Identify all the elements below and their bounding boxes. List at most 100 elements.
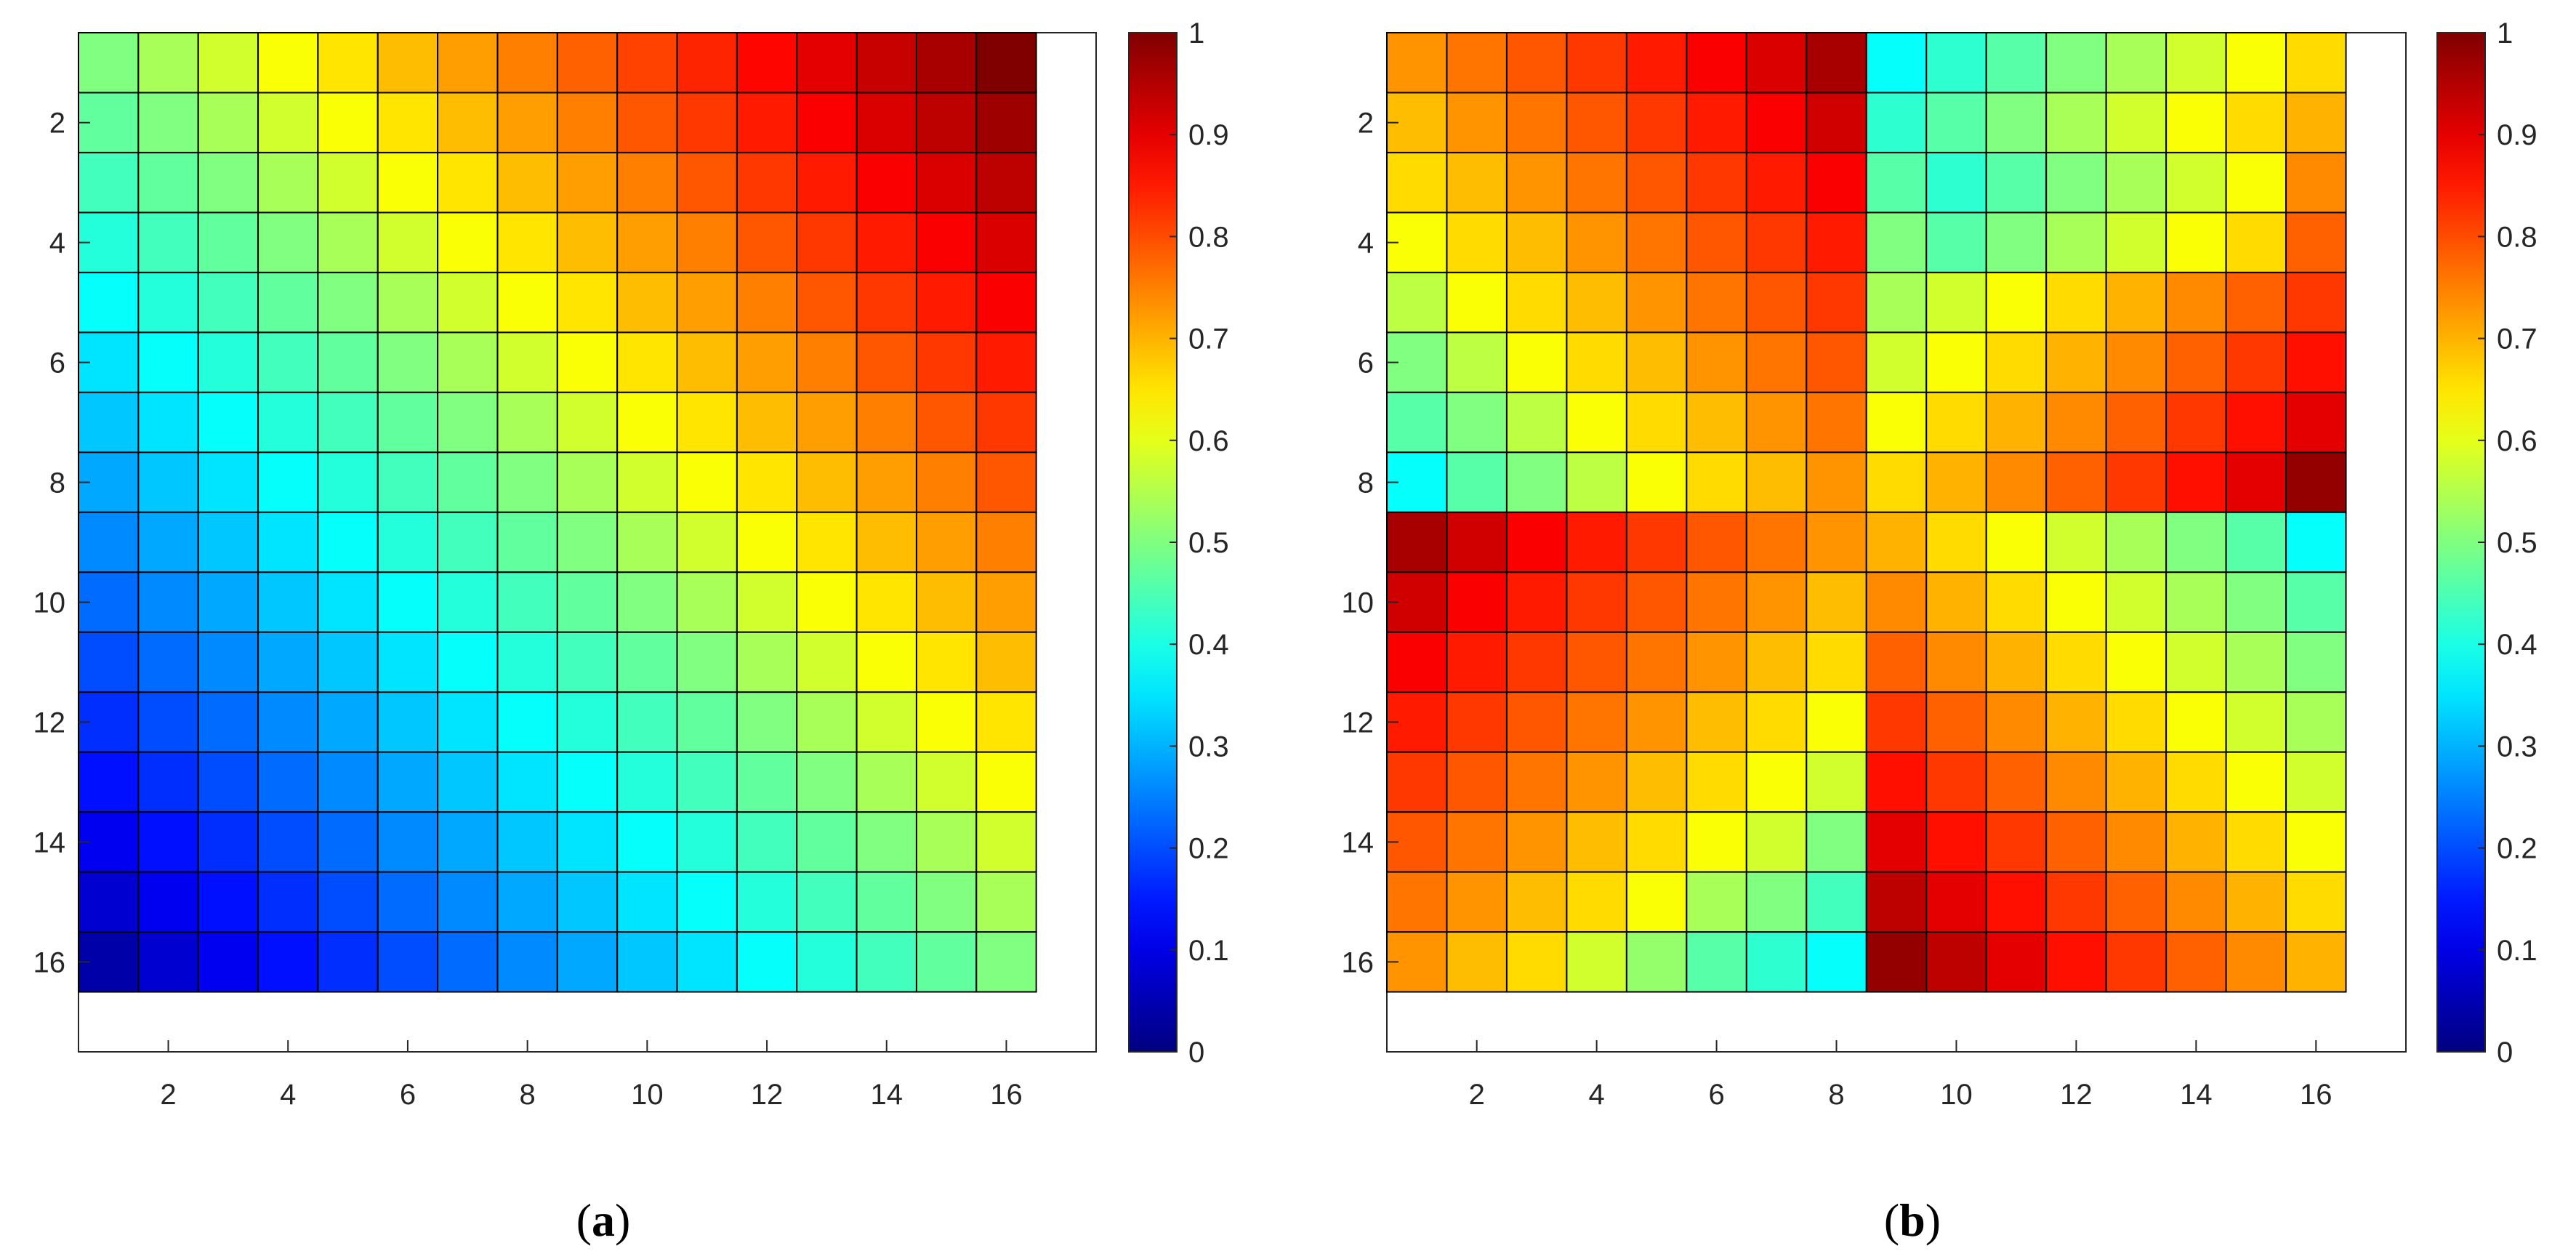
heatmap-cell [556, 151, 619, 214]
heatmap-cell [736, 511, 798, 574]
heatmap-cell [1625, 391, 1688, 454]
y-tick-label: 8 [1358, 467, 1374, 499]
colorbar-tick-label: 0.4 [2497, 629, 2537, 661]
heatmap-cell [1865, 511, 1928, 574]
heatmap-cell [1865, 151, 1928, 214]
y-tick-label: 14 [1342, 826, 1374, 858]
heatmap-cell [1985, 811, 2048, 873]
heatmap-cell [1985, 451, 2048, 513]
heatmap-cell [257, 751, 319, 813]
heatmap-cell [257, 631, 319, 693]
heatmap-cell [1686, 631, 1747, 693]
heatmap-cell [796, 151, 858, 214]
heatmap-cell [2105, 212, 2168, 273]
colorbar-tick-label: 1 [1188, 17, 1204, 49]
heatmap-cell [796, 212, 858, 273]
heatmap-cell [1925, 92, 1987, 153]
heatmap-cell [437, 571, 499, 633]
heatmap-cell [616, 92, 678, 153]
heatmap-cell [856, 811, 917, 873]
heatmap-cell [137, 451, 199, 513]
heatmap-cell [556, 331, 619, 393]
heatmap-cell [2285, 631, 2347, 693]
heatmap-cell [736, 631, 798, 693]
heatmap-cell [2165, 811, 2227, 873]
heatmap-cell [496, 871, 558, 933]
heatmap-cell [1625, 32, 1688, 94]
heatmap-cell [496, 811, 558, 873]
heatmap-cell [1985, 931, 2048, 993]
x-tick-label: 16 [2300, 1079, 2333, 1111]
y-tick-label: 16 [1342, 946, 1374, 978]
heatmap-cell [1686, 151, 1747, 214]
heatmap-cell [137, 331, 199, 393]
heatmap-cell [1686, 571, 1747, 633]
colorbar-tick-label: 0.9 [1188, 119, 1229, 151]
heatmap-cell [2225, 571, 2287, 633]
heatmap-cell [317, 571, 379, 633]
heatmap-cell [1745, 511, 1808, 574]
heatmap-cell [317, 931, 379, 993]
heatmap-cell [437, 871, 499, 933]
heatmap-cell [1865, 212, 1928, 273]
heatmap-cell [1745, 92, 1808, 153]
heatmap-cell [1745, 751, 1808, 813]
heatmap-cell [1505, 691, 1568, 753]
heatmap-cell [2165, 331, 2227, 393]
heatmap-cell [2225, 931, 2287, 993]
heatmap-cell [2045, 751, 2107, 813]
heatmap-cell [616, 151, 678, 214]
colorbar-tick-label: 0.8 [2497, 221, 2537, 253]
heatmap-cell [1686, 271, 1747, 334]
heatmap-cell [1686, 212, 1747, 273]
heatmap-cell [2285, 751, 2347, 813]
heatmap-cell [1566, 631, 1627, 693]
heatmap-cell [1446, 212, 1508, 273]
heatmap-cell [317, 331, 379, 393]
heatmap-cell [437, 391, 499, 454]
y-tick-label: 2 [49, 108, 65, 140]
heatmap-cell [1625, 571, 1688, 633]
heatmap-cell [2105, 391, 2168, 454]
heatmap-cell [736, 331, 798, 393]
heatmap-cell [556, 92, 619, 153]
y-tick-label: 10 [1342, 587, 1374, 619]
heatmap-cell [556, 571, 619, 633]
heatmap-cell [1806, 151, 1867, 214]
heatmap-cell [676, 751, 738, 813]
heatmap-cell [1925, 811, 1987, 873]
heatmap-cell [856, 151, 917, 214]
heatmap-cell [856, 32, 917, 94]
heatmap-cell [856, 331, 917, 393]
colorbar-tick-label: 0.4 [1188, 629, 1229, 661]
heatmap-cell [975, 451, 1037, 513]
heatmap-cell [2045, 631, 2107, 693]
heatmap-cell [2165, 391, 2227, 454]
heatmap-cell [317, 212, 379, 273]
heatmap-cell [2225, 451, 2287, 513]
heatmap-cell [556, 32, 619, 94]
heatmap-cell [1925, 571, 1987, 633]
heatmap-cell [197, 451, 259, 513]
heatmap-cell [2165, 691, 2227, 753]
heatmap-cell [1446, 811, 1508, 873]
heatmap-cell [1566, 271, 1627, 334]
x-tick-label: 8 [1828, 1079, 1844, 1111]
heatmap-cell [137, 32, 199, 94]
heatmap-cell [2165, 271, 2227, 334]
heatmap-cell [2165, 751, 2227, 813]
heatmap-cell [556, 631, 619, 693]
colorbar-tick-label: 0.9 [2497, 119, 2537, 151]
heatmap-cell [915, 631, 978, 693]
heatmap-cell [496, 931, 558, 993]
heatmap-cell [856, 271, 917, 334]
heatmap-cell [1985, 751, 2048, 813]
heatmap-cell [975, 871, 1037, 933]
heatmap-cell [556, 691, 619, 753]
heatmap-cell [2045, 871, 2107, 933]
heatmap-cell [137, 212, 199, 273]
heatmap-cell [796, 871, 858, 933]
heatmap-cell [616, 451, 678, 513]
heatmap-cell [1925, 631, 1987, 693]
heatmap-cell [137, 631, 199, 693]
